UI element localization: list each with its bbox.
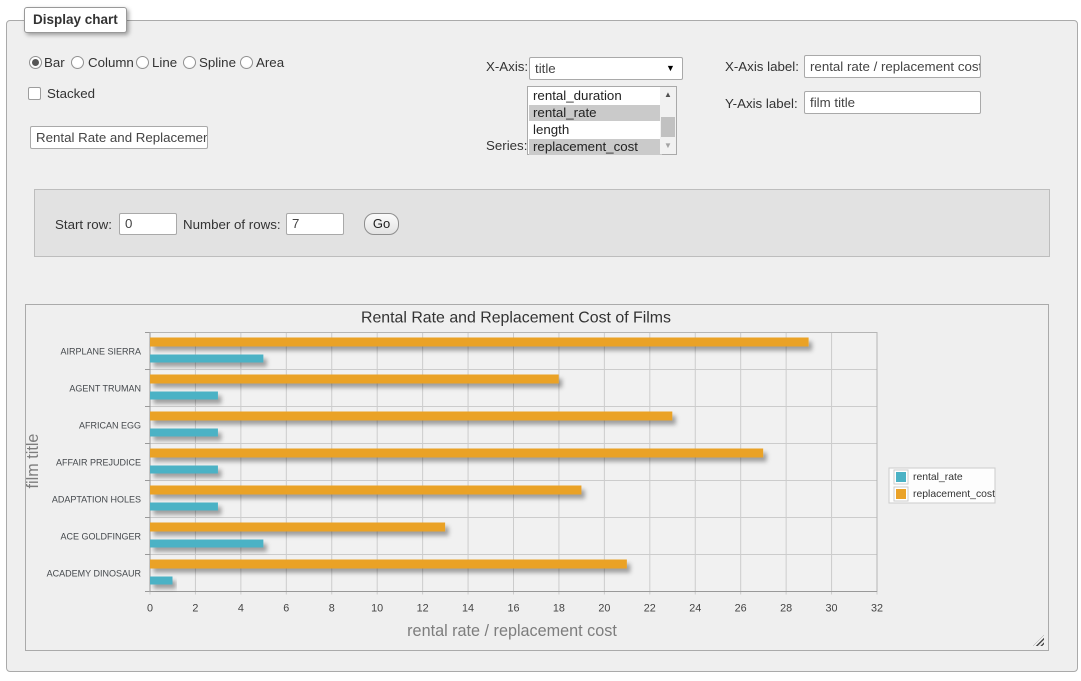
svg-text:20: 20 (598, 602, 610, 614)
svg-text:22: 22 (644, 602, 656, 614)
svg-text:film title: film title (26, 434, 42, 489)
svg-text:30: 30 (826, 602, 838, 614)
svg-text:0: 0 (147, 602, 153, 614)
svg-text:8: 8 (329, 602, 335, 614)
svg-text:AFRICAN EGG: AFRICAN EGG (79, 421, 141, 431)
svg-text:replacement_cost: replacement_cost (913, 489, 995, 500)
svg-text:16: 16 (507, 602, 519, 614)
svg-text:rental rate / replacement cost: rental rate / replacement cost (407, 622, 617, 640)
svg-text:4: 4 (238, 602, 244, 614)
svg-text:18: 18 (553, 602, 565, 614)
svg-text:24: 24 (689, 602, 701, 614)
svg-text:14: 14 (462, 602, 474, 614)
svg-text:ADAPTATION HOLES: ADAPTATION HOLES (52, 495, 141, 505)
svg-text:AIRPLANE SIERRA: AIRPLANE SIERRA (60, 347, 141, 357)
svg-text:6: 6 (283, 602, 289, 614)
svg-text:26: 26 (735, 602, 747, 614)
svg-text:28: 28 (780, 602, 792, 614)
svg-text:Rental Rate and Replacement Co: Rental Rate and Replacement Cost of Film… (361, 309, 671, 326)
svg-text:AGENT TRUMAN: AGENT TRUMAN (69, 384, 141, 394)
svg-text:AFFAIR PREJUDICE: AFFAIR PREJUDICE (56, 458, 141, 468)
svg-text:12: 12 (417, 602, 429, 614)
svg-text:rental_rate: rental_rate (913, 472, 963, 483)
svg-text:ACE GOLDFINGER: ACE GOLDFINGER (60, 532, 141, 542)
svg-text:10: 10 (371, 602, 383, 614)
svg-text:32: 32 (871, 602, 883, 614)
svg-text:2: 2 (192, 602, 198, 614)
svg-text:ACADEMY DINOSAUR: ACADEMY DINOSAUR (47, 569, 142, 579)
